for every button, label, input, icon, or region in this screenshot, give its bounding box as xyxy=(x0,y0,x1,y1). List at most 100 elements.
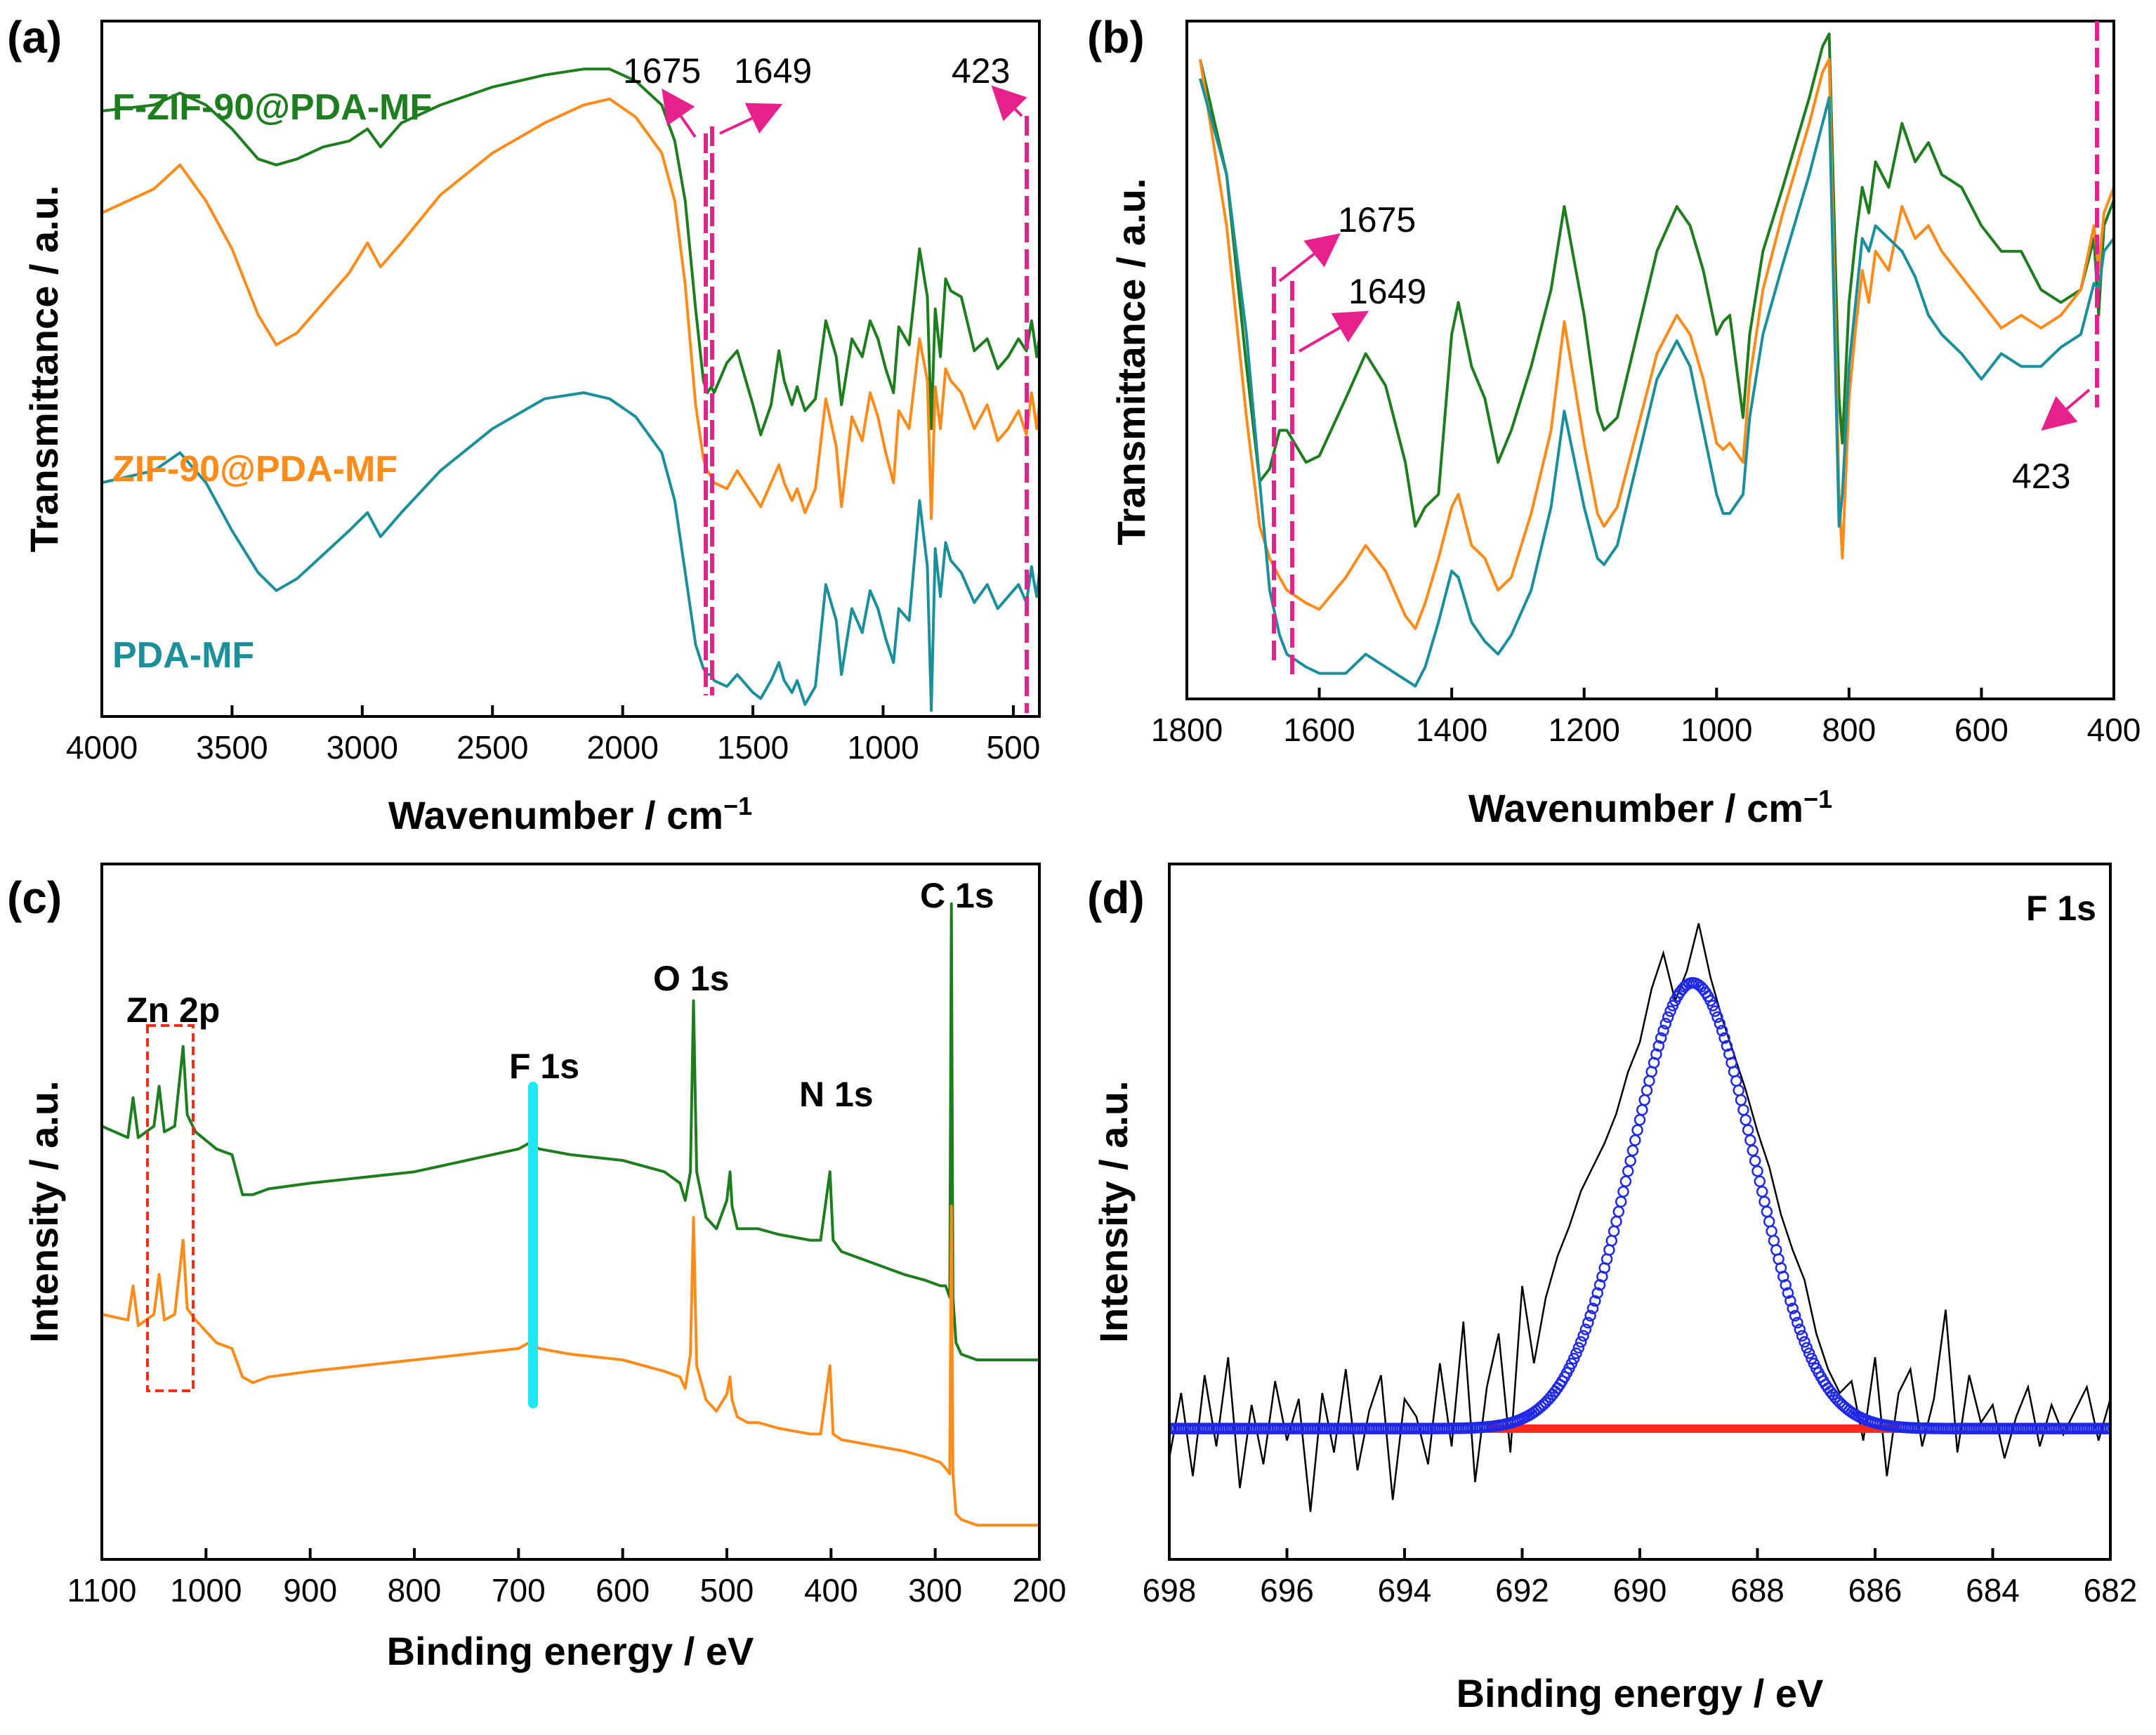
panel-c-frame xyxy=(100,863,1041,1561)
series-d-fit xyxy=(1169,977,2110,1435)
fit-point xyxy=(1579,1323,1592,1335)
panel-letter-d: (d) xyxy=(1087,872,1145,923)
series-b-pda-mf xyxy=(1198,78,2114,688)
y-axis-title-d: Intensity / a.u. xyxy=(1091,1080,1136,1342)
fit-point xyxy=(1744,1134,1756,1146)
fit-point xyxy=(1761,1205,1773,1218)
x-tick-label-c-1: 1000 xyxy=(170,1572,242,1609)
x-axis-title-c: Binding energy / eV xyxy=(387,1629,754,1673)
x-tick-label-a-3: 2500 xyxy=(456,729,528,766)
fit-point xyxy=(1801,1342,1813,1354)
fit-point xyxy=(1756,1186,1768,1198)
x-tick-label-b-3: 1200 xyxy=(1549,712,1620,748)
x-tick-label-a-1: 3500 xyxy=(196,729,268,766)
series-c-f-zif-90-pda-mf xyxy=(102,902,1039,1361)
panel-d: 698 696 694 692 690 688 686 684 682 F 1s Binding… xyxy=(1091,863,2137,1715)
peak-label-c-1s: C 1s xyxy=(920,876,994,915)
fit-point xyxy=(1603,1244,1615,1256)
fit-point xyxy=(1780,1279,1792,1291)
fit-point xyxy=(1707,1000,1719,1011)
fit-point xyxy=(1742,1124,1754,1137)
fit-point xyxy=(1567,1352,1580,1365)
panel-b-curves xyxy=(1198,32,2114,688)
fit-point xyxy=(1763,1215,1775,1228)
fit-point xyxy=(1617,1186,1629,1198)
x-tick-label-b-2: 1400 xyxy=(1416,712,1487,748)
fit-point xyxy=(1608,1225,1620,1238)
fit-point xyxy=(1582,1316,1594,1329)
panel-a-ticks: 4000 3500 3000 2500 2000 1500 1000 500 xyxy=(66,705,1040,766)
series-label-f-zif-90: F-ZIF-90@PDA-MF xyxy=(112,87,432,128)
x-tick-label-d-1: 696 xyxy=(1260,1572,1314,1609)
arrow-1675-b xyxy=(1278,233,1341,282)
x-tick-label-c-6: 500 xyxy=(700,1572,754,1609)
x-tick-label-b-6: 600 xyxy=(1954,712,2009,748)
peak-label-f-1s: F 1s xyxy=(509,1047,579,1086)
fit-point xyxy=(1570,1347,1582,1359)
fit-point xyxy=(1711,1011,1723,1023)
fit-point xyxy=(2104,1422,2110,1435)
x-tick-label-b-4: 1000 xyxy=(1681,712,1752,748)
fit-point xyxy=(1714,1018,1726,1030)
fit-point xyxy=(1586,1302,1599,1314)
fit-point xyxy=(1659,1018,1672,1030)
panel-a-curves xyxy=(102,67,1039,712)
panel-letter-b: (b) xyxy=(1087,12,1145,63)
fit-point xyxy=(1728,1066,1740,1078)
x-tick-label-d-0: 698 xyxy=(1143,1572,1197,1609)
series-label-zif-90: ZIF-90@PDA-MF xyxy=(112,449,397,490)
fit-point xyxy=(1782,1287,1794,1299)
fit-point xyxy=(1600,1253,1613,1265)
fit-point xyxy=(1657,1025,1669,1037)
fit-point xyxy=(1629,1134,1641,1146)
x-tick-label-a-0: 4000 xyxy=(66,729,138,766)
series-b-f-zif-90-pda-mf xyxy=(1198,32,2114,528)
panel-d-title: F 1s xyxy=(2026,889,2096,928)
x-axis-title-d: Binding energy / eV xyxy=(1457,1671,1824,1715)
annotation-1675-a: 1675 xyxy=(623,51,701,91)
fit-point xyxy=(1803,1347,1815,1359)
fit-point xyxy=(1768,1235,1780,1247)
fit-point xyxy=(1636,1104,1648,1116)
fit-point xyxy=(1735,1094,1747,1106)
fit-point xyxy=(1575,1336,1587,1348)
fit-point xyxy=(1655,1032,1667,1045)
series-b-zif-90-pda-mf xyxy=(1198,58,2114,630)
fit-point xyxy=(1622,1165,1634,1177)
fit-point xyxy=(1716,1025,1728,1037)
panel-b-frame xyxy=(1185,20,2115,700)
x-tick-label-b-0: 1800 xyxy=(1151,712,1223,748)
x-tick-label-c-3: 800 xyxy=(388,1572,442,1609)
fit-point xyxy=(1641,1085,1653,1096)
arrow-423-b xyxy=(2041,388,2091,431)
series-a-pda-mf xyxy=(102,391,1039,712)
x-tick-label-a-6: 1000 xyxy=(847,729,919,766)
arrow-1649-a xyxy=(719,103,783,135)
fit-point xyxy=(1626,1144,1639,1157)
panel-letter-a: (a) xyxy=(7,12,62,63)
fit-point xyxy=(1796,1330,1808,1342)
fit-point xyxy=(1584,1309,1596,1322)
x-tick-label-b-5: 800 xyxy=(1822,712,1876,748)
fit-point xyxy=(1652,1040,1665,1052)
fit-point xyxy=(1718,1032,1730,1045)
x-tick-label-a-2: 3000 xyxy=(327,729,398,766)
fit-point xyxy=(1612,1205,1625,1218)
x-tick-label-d-3: 692 xyxy=(1495,1572,1549,1609)
fit-point xyxy=(1737,1104,1749,1116)
peak-label-o-1s: O 1s xyxy=(653,959,729,998)
fit-point xyxy=(1615,1196,1627,1207)
fit-point xyxy=(1605,1235,1618,1247)
series-d-raw xyxy=(1169,923,2110,1512)
fit-point xyxy=(1784,1295,1796,1307)
arrow-1675-a xyxy=(662,89,697,138)
x-tick-label-d-6: 686 xyxy=(1848,1572,1902,1609)
fit-point xyxy=(1792,1316,1803,1329)
y-axis-title-b: Transmittance / a.u. xyxy=(1109,178,1153,546)
fit-point xyxy=(1631,1124,1643,1137)
fit-point xyxy=(1589,1295,1601,1307)
x-tick-label-c-2: 900 xyxy=(283,1572,337,1609)
series-a-f-zif-90-pda-mf xyxy=(102,67,1039,436)
fit-point xyxy=(1709,1005,1721,1017)
